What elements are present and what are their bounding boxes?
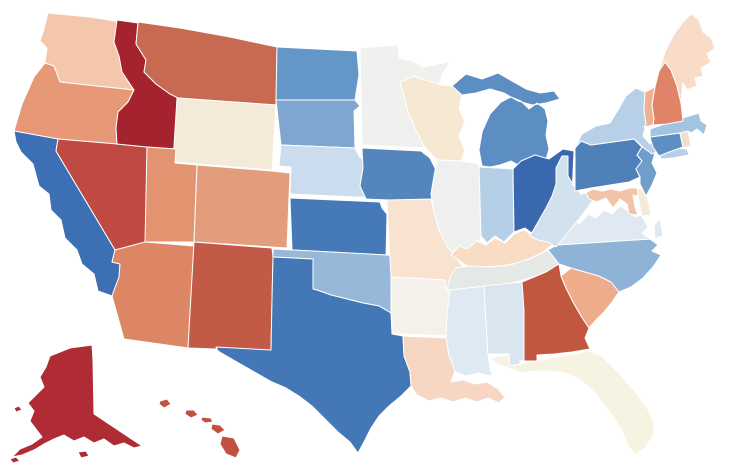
state-me[interactable]: Maine: [658, 13, 716, 104]
state-wy[interactable]: Wyoming: [172, 97, 277, 171]
state-md[interactable]: Maryland: [585, 187, 639, 216]
state-nd[interactable]: North Dakota: [275, 46, 360, 101]
state-ga[interactable]: Georgia: [521, 263, 591, 362]
state-tx[interactable]: Texas: [215, 256, 412, 454]
state-va[interactable]: Virginia: [552, 205, 664, 246]
state-fl[interactable]: Florida: [489, 350, 655, 456]
state-ma[interactable]: Massachusetts: [649, 112, 708, 138]
state-co[interactable]: Colorado: [193, 164, 291, 249]
state-sd[interactable]: South Dakota: [275, 99, 361, 149]
state-wv[interactable]: West Virginia: [529, 155, 595, 248]
state-mt[interactable]: Montana: [135, 21, 278, 106]
state-ks[interactable]: Kansas: [289, 197, 388, 256]
state-hi[interactable]: Hawaii: [158, 398, 241, 459]
state-pa[interactable]: Pennsylvania: [574, 138, 643, 192]
state-nm[interactable]: New Mexico: [187, 241, 274, 351]
state-nc[interactable]: North Carolina: [547, 238, 662, 293]
state-ia[interactable]: Iowa: [359, 147, 442, 203]
state-ak[interactable]: Alaska: [9, 344, 143, 464]
state-wi[interactable]: Wisconsin: [399, 75, 466, 162]
state-mi[interactable]: Michigan: [451, 72, 561, 168]
state-az[interactable]: Arizona: [111, 241, 195, 349]
state-in[interactable]: Indiana: [478, 166, 515, 244]
